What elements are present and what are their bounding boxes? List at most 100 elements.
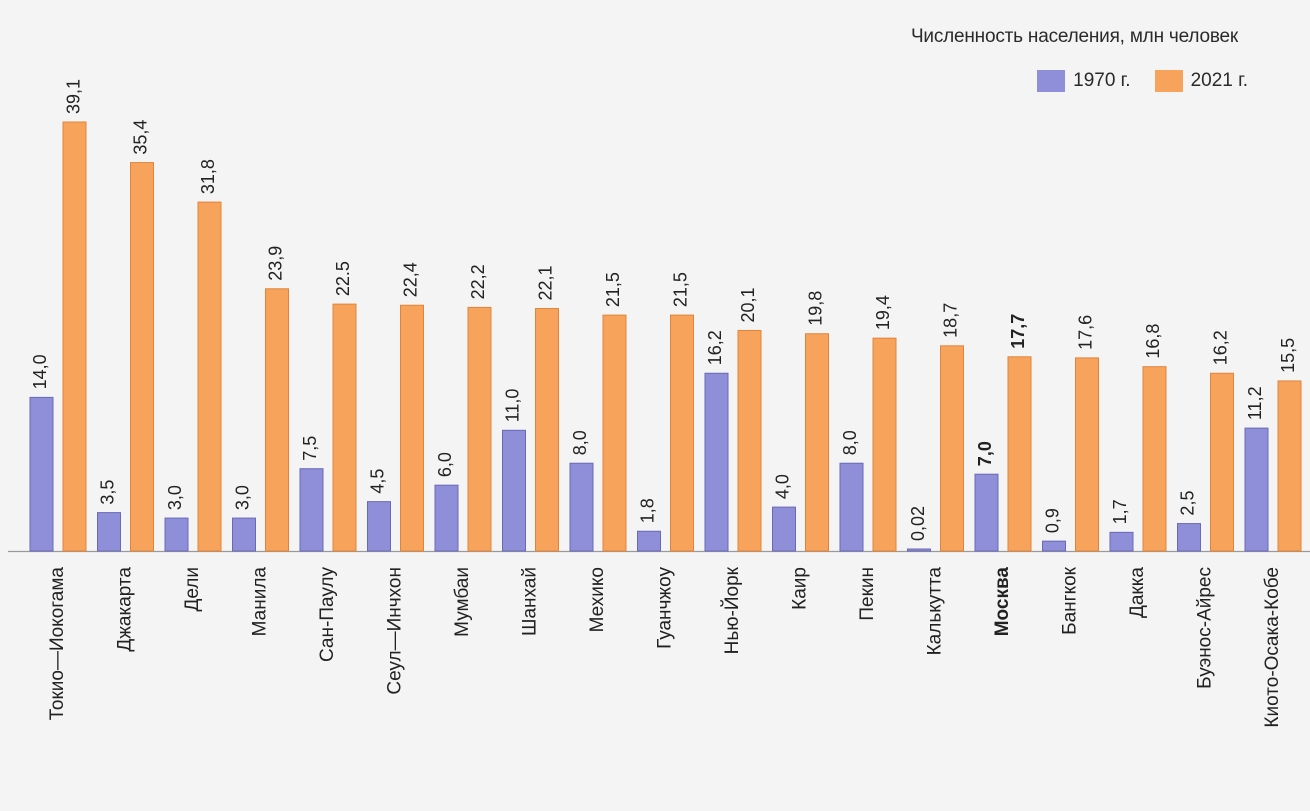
data-label-2021: 22,4 bbox=[401, 262, 421, 297]
legend-label-1970: 1970 г. bbox=[1073, 70, 1131, 91]
bar-1970 bbox=[1042, 540, 1066, 552]
data-label-2021: 22.5 bbox=[333, 261, 353, 296]
bar-2021 bbox=[872, 337, 897, 552]
bar-2021 bbox=[1142, 366, 1167, 552]
data-label-2021: 39,1 bbox=[63, 79, 83, 114]
data-label-1970: 8,0 bbox=[570, 430, 590, 455]
chart-title: Численность населения, млн человек bbox=[910, 26, 1238, 47]
category-label: Бангкок bbox=[1060, 566, 1081, 635]
data-label-2021: 22,1 bbox=[536, 265, 556, 300]
bar-2021 bbox=[1277, 380, 1302, 552]
data-label-2021: 17,6 bbox=[1076, 315, 1096, 350]
data-label-1970: 3,0 bbox=[165, 485, 185, 510]
legend-label-2021: 2021 г. bbox=[1190, 70, 1248, 91]
data-label-2021: 16,2 bbox=[1211, 330, 1231, 365]
category-label: Москва bbox=[992, 567, 1013, 637]
chart-legend: 1970 г. 2021 г. bbox=[1023, 70, 1248, 92]
category-label: Токио—Иокогама bbox=[47, 567, 68, 721]
data-label-1970: 14,0 bbox=[30, 354, 50, 389]
bar-2021 bbox=[1075, 357, 1099, 552]
data-label-2021: 21,5 bbox=[603, 272, 623, 307]
category-label: Шанхай bbox=[520, 567, 541, 636]
category-label: Нью-Йорк bbox=[721, 566, 743, 654]
bar-2021 bbox=[467, 306, 492, 552]
bar-2021 bbox=[1210, 372, 1234, 552]
bar-1970 bbox=[164, 517, 189, 552]
legend-swatch-1970 bbox=[1037, 70, 1066, 92]
category-label: Гуанчжоу bbox=[655, 567, 676, 649]
category-label: Калькутта bbox=[925, 567, 946, 656]
data-label-2021: 23,9 bbox=[266, 246, 286, 281]
bar-2021 bbox=[670, 314, 694, 552]
category-label: Буэнос-Айрес bbox=[1195, 567, 1216, 689]
bar-2021 bbox=[265, 288, 289, 552]
bar-2021 bbox=[1007, 356, 1032, 552]
category-label: Дакка bbox=[1127, 567, 1148, 618]
data-label-1970: 1,7 bbox=[1110, 499, 1130, 524]
data-label-1970: 4,0 bbox=[773, 474, 793, 499]
category-label: Джакарта bbox=[115, 567, 136, 652]
data-label-1970: 16,2 bbox=[705, 330, 725, 365]
data-label-2021: 18,7 bbox=[941, 303, 961, 338]
data-label-1970: 3,0 bbox=[233, 485, 253, 510]
category-label: Киото-Осака-Кобе bbox=[1262, 567, 1283, 728]
bar-1970 bbox=[907, 548, 931, 552]
bar-1970 bbox=[974, 473, 999, 552]
data-label-1970: 4,5 bbox=[368, 469, 388, 494]
data-label-1970: 7,5 bbox=[300, 436, 320, 461]
legend-swatch-2021 bbox=[1154, 70, 1183, 92]
bar-1970 bbox=[772, 506, 796, 552]
category-label: Пекин bbox=[857, 567, 878, 621]
data-label-2021: 19,8 bbox=[806, 291, 826, 326]
bar-2021 bbox=[737, 329, 762, 552]
data-label-2021: 16,8 bbox=[1143, 324, 1163, 359]
data-label-2021: 20,1 bbox=[738, 287, 758, 322]
data-label-1970: 6,0 bbox=[435, 452, 455, 477]
category-label: Каир bbox=[790, 567, 811, 610]
bar-1970 bbox=[704, 372, 729, 552]
legend-item-1970: 1970 г. bbox=[1037, 70, 1131, 92]
category-label: Сан-Паулу bbox=[317, 567, 338, 663]
bar-2021 bbox=[940, 345, 964, 552]
data-label-2021: 15,5 bbox=[1278, 338, 1298, 373]
data-label-2021: 22,2 bbox=[468, 264, 488, 299]
bar-2021 bbox=[130, 162, 154, 552]
data-label-2021: 19,4 bbox=[873, 295, 893, 330]
bar-1970 bbox=[434, 484, 459, 552]
bar-1970 bbox=[1109, 531, 1134, 552]
legend-item-2021: 2021 г. bbox=[1154, 70, 1248, 92]
data-label-1970: 11,0 bbox=[503, 389, 523, 423]
data-label-1970: 0,02 bbox=[908, 506, 928, 541]
data-label-1970: 2,5 bbox=[1178, 491, 1198, 516]
category-label: Сеул—Инчхон bbox=[385, 567, 406, 695]
bar-2021 bbox=[400, 304, 424, 552]
data-label-1970: 3,5 bbox=[98, 480, 118, 505]
data-label-1970: 11,2 bbox=[1245, 386, 1265, 420]
bar-2021 bbox=[332, 303, 357, 552]
data-label-2021: 31,8 bbox=[198, 159, 218, 194]
bar-1970 bbox=[299, 468, 324, 552]
bar-1970 bbox=[569, 462, 594, 552]
data-label-1970: 0,9 bbox=[1043, 508, 1063, 533]
category-label: Мехико bbox=[587, 567, 608, 632]
data-label-2021: 21,5 bbox=[671, 272, 691, 307]
bar-1970 bbox=[29, 396, 54, 552]
bar-2021 bbox=[805, 333, 829, 552]
data-label-2021: 35,4 bbox=[131, 120, 151, 155]
data-label-1970: 8,0 bbox=[840, 430, 860, 455]
bar-1970 bbox=[97, 512, 121, 552]
bar-2021 bbox=[197, 201, 222, 552]
bar-1970 bbox=[232, 517, 256, 552]
bar-1970 bbox=[367, 501, 391, 552]
category-label: Мумбаи bbox=[452, 567, 473, 637]
category-label: Манила bbox=[250, 567, 271, 637]
bar-2021 bbox=[602, 314, 627, 552]
data-label-1970: 7,0 bbox=[975, 441, 995, 466]
bar-1970 bbox=[502, 429, 526, 552]
data-label-1970: 1,8 bbox=[638, 498, 658, 523]
category-label: Дели bbox=[182, 567, 203, 612]
bar-1970 bbox=[1177, 523, 1201, 552]
bar-2021 bbox=[535, 308, 559, 552]
bar-2021 bbox=[62, 121, 87, 552]
